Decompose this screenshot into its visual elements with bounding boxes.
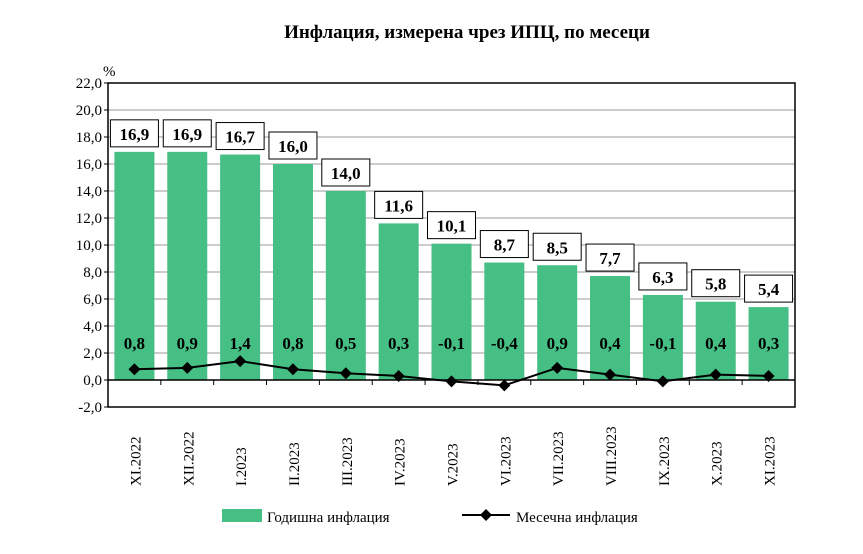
data-label-box	[268, 131, 318, 160]
x-tick-label: IV.2023	[393, 438, 409, 486]
bar-annual	[272, 164, 313, 380]
data-label-annual: 7,7	[599, 249, 621, 268]
data-label-annual: 8,5	[547, 238, 568, 257]
y-tick-label: 16,0	[76, 157, 102, 173]
bar-annual	[537, 265, 578, 380]
data-label-annual: 5,8	[705, 275, 726, 294]
legend-marker-monthly	[480, 509, 492, 521]
marker-monthly	[286, 363, 299, 376]
data-label-annual: 5,4	[758, 280, 780, 299]
data-label-box	[321, 158, 371, 187]
chart-title: Инфлация, измерена чрез ИПЦ, по месеци	[284, 22, 650, 43]
marker-monthly	[604, 368, 617, 381]
y-tick-label: 22,0	[76, 76, 102, 92]
data-label-box	[374, 190, 424, 219]
data-label-box	[162, 119, 212, 148]
y-tick-label: 4,0	[83, 319, 102, 335]
data-label-monthly: 0,8	[282, 334, 303, 353]
data-label-annual: 16,0	[278, 137, 308, 156]
data-label-annual: 10,1	[437, 217, 467, 236]
x-tick-label: XI.2022	[128, 436, 144, 486]
y-tick-label: 12,0	[76, 211, 102, 227]
marker-monthly	[551, 361, 564, 374]
data-label-box	[427, 211, 476, 240]
data-label-annual: 16,9	[172, 125, 202, 144]
bar-annual	[748, 307, 789, 380]
bar-annual	[590, 276, 631, 380]
x-tick-label: II.2023	[287, 442, 303, 486]
x-tick-label: I.2023	[234, 447, 250, 486]
data-label-box	[215, 122, 265, 151]
data-label-box	[479, 230, 529, 259]
data-label-annual: 11,6	[384, 196, 413, 215]
x-tick-label: IX.2023	[657, 436, 673, 486]
bar-annual	[484, 262, 525, 380]
data-label-monthly: 0,9	[177, 334, 198, 353]
data-label-box	[691, 269, 741, 298]
data-label-annual: 6,3	[652, 268, 673, 287]
data-label-monthly: 0,5	[335, 334, 356, 353]
y-tick-label: 2,0	[83, 346, 102, 362]
legend-label-monthly: Месечна инфлация	[516, 510, 638, 526]
data-label-monthly: 0,9	[547, 334, 568, 353]
y-tick-label: 8,0	[83, 265, 102, 281]
x-tick-label: III.2023	[340, 437, 356, 486]
bar-annual	[642, 294, 683, 380]
y-tick-label: 18,0	[76, 130, 102, 146]
y-tick-label: 10,0	[76, 238, 102, 254]
y-tick-label: 6,0	[83, 292, 102, 308]
bar-annual	[325, 191, 366, 380]
marker-monthly	[339, 367, 352, 380]
marker-monthly	[445, 375, 458, 388]
marker-monthly	[498, 379, 511, 392]
bar-annual	[167, 151, 208, 380]
y-tick-label: 14,0	[76, 184, 102, 200]
data-label-monthly: 0,8	[124, 334, 145, 353]
bar-annual	[378, 223, 419, 380]
legend-label-annual: Годишна инфлация	[267, 510, 390, 526]
x-tick-label: VI.2023	[498, 436, 514, 486]
data-label-monthly: 0,3	[758, 334, 779, 353]
bar-annual	[695, 301, 736, 380]
data-label-annual: 8,7	[494, 236, 516, 255]
bar-annual	[114, 151, 155, 380]
marker-monthly	[392, 369, 405, 382]
data-label-monthly: 0,3	[388, 334, 409, 353]
y-axis-label: %	[103, 64, 116, 80]
data-label-annual: 16,9	[120, 125, 150, 144]
legend: Годишна инфлация Месечна инфлация	[222, 509, 638, 526]
marker-monthly	[128, 363, 141, 376]
bar-annual	[220, 154, 261, 380]
bar-annual	[431, 243, 472, 380]
data-label-annual: 16,7	[225, 128, 255, 147]
marker-monthly	[234, 355, 247, 368]
marker-monthly	[656, 375, 669, 388]
data-label-monthly: -0,1	[649, 334, 676, 353]
x-tick-label: X.2023	[710, 441, 726, 486]
data-label-monthly: 0,4	[705, 334, 727, 353]
data-label-monthly: 0,4	[599, 334, 621, 353]
y-tick-label: 0,0	[83, 373, 102, 389]
data-label-monthly: 1,4	[229, 334, 251, 353]
data-label-box	[109, 119, 159, 148]
data-label-box	[585, 243, 635, 272]
legend-swatch-annual	[222, 509, 262, 522]
data-label-monthly: -0,4	[491, 334, 518, 353]
x-tick-label: VII.2023	[551, 431, 567, 486]
x-tick-label: XII.2022	[181, 431, 197, 486]
y-tick-label: 20,0	[76, 103, 102, 119]
data-label-box	[638, 262, 688, 291]
x-tick-label: XI.2023	[763, 436, 779, 486]
data-label-box	[532, 232, 582, 261]
data-label-monthly: -0,1	[438, 334, 465, 353]
marker-monthly	[181, 361, 194, 374]
y-tick-label: -2,0	[78, 400, 102, 416]
x-tick-label: VIII.2023	[604, 426, 620, 486]
data-label-annual: 14,0	[331, 164, 361, 183]
data-label-box	[744, 274, 794, 303]
x-tick-label: V.2023	[446, 443, 462, 486]
marker-monthly	[762, 369, 775, 382]
marker-monthly	[709, 368, 722, 381]
